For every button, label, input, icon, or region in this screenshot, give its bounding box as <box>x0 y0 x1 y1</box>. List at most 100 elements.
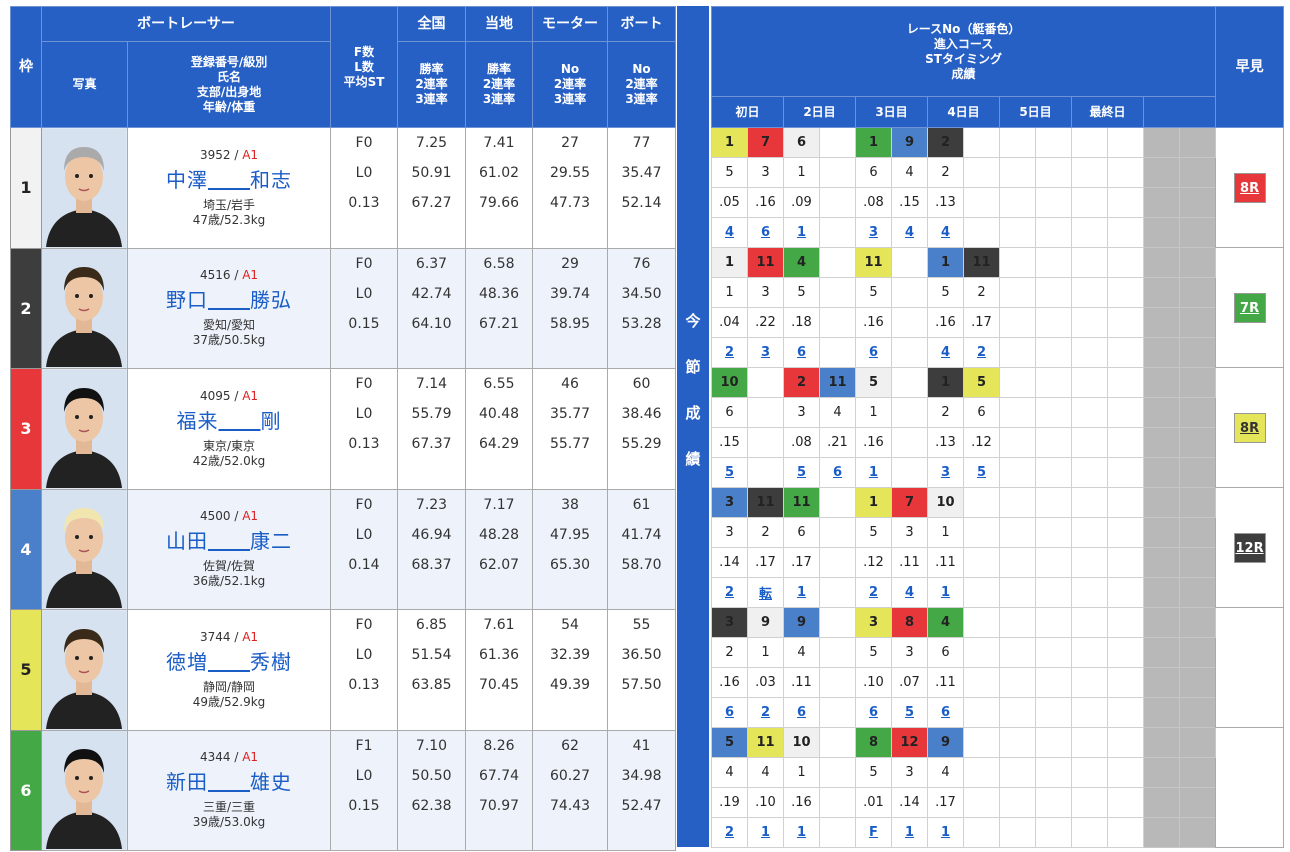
result[interactable]: 1 <box>783 577 820 608</box>
racer-name-link[interactable]: 山田 康二 <box>166 529 292 554</box>
result-link[interactable]: 4 <box>940 225 951 240</box>
result[interactable]: 4 <box>711 217 748 248</box>
result[interactable] <box>819 337 856 368</box>
result[interactable]: 5 <box>963 457 1000 488</box>
result-link[interactable]: 4 <box>904 225 915 240</box>
course: 1 <box>783 757 820 788</box>
result-link[interactable]: 1 <box>796 225 807 240</box>
result-link[interactable]: 2 <box>724 585 735 600</box>
result[interactable] <box>819 697 856 728</box>
result-link[interactable]: 6 <box>796 345 807 360</box>
racer-name-link[interactable]: 野口 勝弘 <box>166 288 292 313</box>
racer-name-link[interactable]: 徳増 秀樹 <box>166 649 292 674</box>
result-link[interactable]: 6 <box>868 345 879 360</box>
result-link[interactable]: 転 <box>758 587 772 602</box>
st-timing: .12 <box>963 427 1000 458</box>
result-link[interactable]: 6 <box>760 225 771 240</box>
result[interactable] <box>819 577 856 608</box>
result[interactable]: 6 <box>783 337 820 368</box>
result-link[interactable]: 1 <box>904 825 915 840</box>
result-link[interactable]: 2 <box>724 345 735 360</box>
result[interactable]: 5 <box>783 457 820 488</box>
result[interactable] <box>819 217 856 248</box>
result[interactable]: 6 <box>747 217 784 248</box>
result[interactable]: 4 <box>891 577 928 608</box>
result[interactable]: 1 <box>747 817 784 848</box>
result[interactable]: 5 <box>711 457 748 488</box>
result-link[interactable]: 2 <box>760 705 771 720</box>
result[interactable]: 1 <box>927 817 964 848</box>
racer-name-link[interactable]: 中澤 和志 <box>166 167 292 192</box>
branch: 佐賀/佐賀 <box>202 559 256 574</box>
result[interactable]: 6 <box>783 697 820 728</box>
result[interactable] <box>891 337 928 368</box>
hayami-badge[interactable]: 8R <box>1233 172 1266 203</box>
result[interactable]: 4 <box>927 217 964 248</box>
result[interactable]: 5 <box>891 697 928 728</box>
result[interactable]: 4 <box>891 217 928 248</box>
racer-name-link[interactable]: 新田 雄史 <box>166 770 292 795</box>
result[interactable]: 転 <box>747 577 784 608</box>
result-link[interactable]: 6 <box>796 705 807 720</box>
result[interactable]: 1 <box>891 817 928 848</box>
hayami-badge[interactable]: 7R <box>1233 292 1266 323</box>
result-link[interactable]: 3 <box>940 465 951 480</box>
result-link[interactable]: 1 <box>760 825 771 840</box>
result[interactable]: 2 <box>711 337 748 368</box>
hayami-badge[interactable]: 8R <box>1233 412 1266 443</box>
result[interactable]: 3 <box>747 337 784 368</box>
course: 5 <box>855 637 892 668</box>
result-link[interactable]: 3 <box>868 225 879 240</box>
result[interactable]: F <box>855 817 892 848</box>
result-link[interactable]: 5 <box>724 465 735 480</box>
fl-f: F0 <box>330 127 399 158</box>
result-link[interactable]: 6 <box>724 705 735 720</box>
result-link[interactable]: 3 <box>760 345 771 360</box>
result[interactable]: 6 <box>927 697 964 728</box>
result-link[interactable]: 1 <box>940 825 951 840</box>
empty-day <box>1178 337 1217 368</box>
result-link[interactable]: 1 <box>796 825 807 840</box>
hayami-badge[interactable]: 12R <box>1233 532 1266 563</box>
result[interactable]: 1 <box>783 817 820 848</box>
result-link[interactable]: 2 <box>868 585 879 600</box>
result-link[interactable]: 6 <box>832 465 843 480</box>
result[interactable]: 2 <box>711 577 748 608</box>
result[interactable]: 6 <box>855 697 892 728</box>
result[interactable]: 3 <box>927 457 964 488</box>
empty-day <box>1178 487 1217 518</box>
result[interactable]: 1 <box>855 457 892 488</box>
motor-stat: 74.43 <box>532 790 609 821</box>
result[interactable]: 4 <box>927 337 964 368</box>
result-link[interactable]: 2 <box>724 825 735 840</box>
result[interactable] <box>819 817 856 848</box>
result[interactable] <box>891 457 928 488</box>
result[interactable]: 2 <box>963 337 1000 368</box>
result-link[interactable]: 2 <box>976 345 987 360</box>
result-link[interactable]: 4 <box>724 225 735 240</box>
result-link[interactable]: 5 <box>796 465 807 480</box>
result[interactable]: 2 <box>747 697 784 728</box>
boat-stat: 55.29 <box>607 429 677 459</box>
result[interactable]: 1 <box>783 217 820 248</box>
result[interactable] <box>747 457 784 488</box>
racer-name-link[interactable]: 福来 剛 <box>176 408 282 433</box>
result-link[interactable]: 5 <box>976 465 987 480</box>
result[interactable]: 6 <box>855 337 892 368</box>
result-link[interactable]: 4 <box>904 585 915 600</box>
result[interactable]: 2 <box>711 817 748 848</box>
result-link[interactable]: 5 <box>904 705 915 720</box>
result-link[interactable]: 1 <box>940 585 951 600</box>
result-link[interactable]: 1 <box>868 465 879 480</box>
result[interactable]: 6 <box>711 697 748 728</box>
result[interactable]: 6 <box>819 457 856 488</box>
result[interactable]: 2 <box>855 577 892 608</box>
result-link[interactable]: 6 <box>940 705 951 720</box>
result-link[interactable]: 1 <box>796 585 807 600</box>
race-no: 9 <box>783 607 820 638</box>
result-link[interactable]: 4 <box>940 345 951 360</box>
result[interactable]: 1 <box>927 577 964 608</box>
result[interactable]: 3 <box>855 217 892 248</box>
result-link[interactable]: 6 <box>868 705 879 720</box>
result-link[interactable]: F <box>869 825 878 840</box>
